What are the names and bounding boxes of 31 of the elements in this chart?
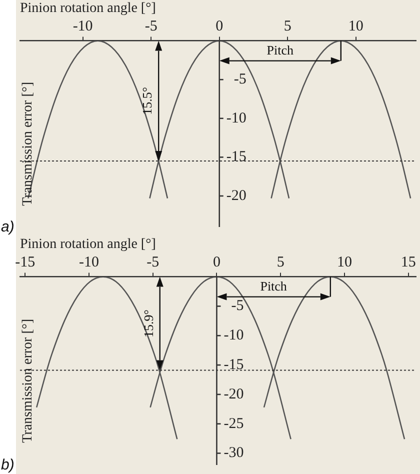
x-tick-label: -15 <box>15 254 36 271</box>
x-tick-label: 5 <box>284 18 292 35</box>
y-tick-label: -15 <box>224 356 244 373</box>
y-tick-label: -5 <box>234 72 246 88</box>
x-tick-label: -5 <box>146 254 160 271</box>
y-tick-label: -5 <box>231 298 244 314</box>
annotation: Pitch <box>260 278 288 294</box>
y-axis-title: Transmission error [°] <box>20 318 36 443</box>
x-tick-label: 0 <box>216 18 224 35</box>
y-tick-label: -20 <box>226 188 246 204</box>
y-tick-label: -20 <box>224 386 244 402</box>
y-axis-title: Transmission error [°] <box>20 82 36 206</box>
x-tick-label: -10 <box>78 254 99 271</box>
x-axis-title: Pinion rotation angle [°] <box>20 1 156 16</box>
x-tick-label: 10 <box>348 18 364 35</box>
x-tick-label: -5 <box>144 18 158 35</box>
annotation: 15.9° <box>140 310 156 338</box>
text: b) <box>1 456 14 474</box>
text: a) <box>1 218 14 236</box>
y-tick-label: -10 <box>226 110 246 126</box>
x-tick-label: 5 <box>276 254 284 271</box>
annotation: 15.5° <box>140 86 155 115</box>
y-tick-label: -10 <box>224 328 244 344</box>
y-tick-label: -30 <box>224 445 244 462</box>
x-tick-label: 15 <box>400 254 416 271</box>
x-axis-title: Pinion rotation angle [°] <box>20 237 156 252</box>
x-tick-label: 10 <box>336 254 352 271</box>
x-tick-label: -10 <box>72 18 93 35</box>
annotation: Pitch <box>266 42 294 58</box>
x-tick-label: 0 <box>212 254 220 271</box>
y-tick-label: -25 <box>224 416 244 432</box>
